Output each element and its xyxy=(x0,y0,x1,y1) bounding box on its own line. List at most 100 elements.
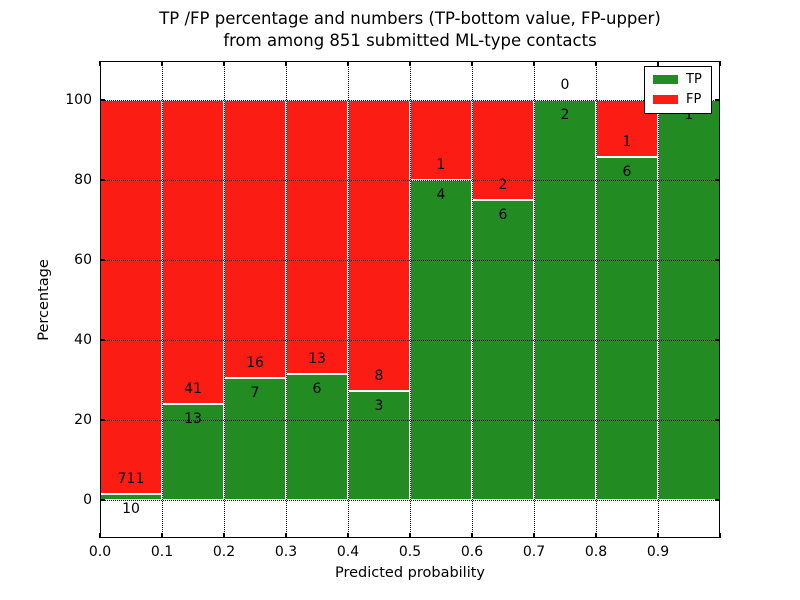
x-tick-top xyxy=(719,61,721,66)
gridline-vertical xyxy=(409,61,411,538)
x-tick-top xyxy=(161,61,163,66)
bar-value-label-fp: 0 xyxy=(560,77,570,93)
bar-segment-tp xyxy=(596,157,658,500)
bar-labels-layer: 711104113167136831426021601 xyxy=(100,61,720,538)
bar-value-label-tp: 3 xyxy=(374,397,384,414)
x-tick-bottom xyxy=(719,533,721,538)
bar-segment-fp xyxy=(162,100,224,404)
x-tick-bottom xyxy=(595,533,597,538)
bar-value-label-fp: 41 xyxy=(184,380,202,397)
bar-segment-fp xyxy=(100,100,162,495)
y-tick-left xyxy=(100,419,105,421)
x-tick-bottom xyxy=(161,533,163,538)
chart-title: TP /FP percentage and numbers (TP-bottom… xyxy=(20,8,800,52)
legend: TP FP xyxy=(644,66,712,114)
bar-value-label-tp: 10 xyxy=(122,501,140,518)
legend-swatch-fp-icon xyxy=(653,95,678,104)
bar-segment-fp xyxy=(348,100,410,391)
x-tick-bottom xyxy=(657,533,659,538)
x-tick-top xyxy=(347,61,349,66)
y-tick-right xyxy=(715,99,720,101)
bar-segment-tp xyxy=(286,373,348,500)
bar-segment-fp xyxy=(472,100,534,200)
y-tick-left xyxy=(100,99,105,101)
x-tick-label: 0.0 xyxy=(88,544,112,560)
x-tick-bottom xyxy=(533,533,535,538)
bar-segment-fp xyxy=(410,100,472,180)
y-tick-label: 60 xyxy=(74,252,92,268)
chart-title-line1: TP /FP percentage and numbers (TP-bottom… xyxy=(159,9,661,28)
legend-label-tp: TP xyxy=(686,72,702,87)
bar-segment-tp xyxy=(534,100,596,500)
gridline-vertical xyxy=(595,61,597,538)
bar-value-label-fp: 1 xyxy=(436,157,446,173)
bar-value-label-fp: 16 xyxy=(246,355,264,372)
y-tick-label: 100 xyxy=(65,92,92,108)
y-tick-label: 0 xyxy=(83,492,92,508)
x-tick-top xyxy=(223,61,225,66)
bar-value-label-tp: 6 xyxy=(622,164,632,181)
bar-value-label-fp: 1 xyxy=(622,134,632,151)
bar-segment-fp xyxy=(224,100,286,379)
y-tick-label: 20 xyxy=(74,412,92,428)
x-tick-label: 0.2 xyxy=(212,544,236,560)
x-tick-top xyxy=(471,61,473,66)
x-tick-bottom xyxy=(471,533,473,538)
x-tick-bottom xyxy=(99,533,101,538)
bar-value-label-fp: 2 xyxy=(498,177,508,193)
x-tick-label: 0.4 xyxy=(336,544,360,560)
y-axis-label: Percentage xyxy=(36,259,52,341)
gridline-vertical xyxy=(347,61,349,538)
bar-value-label-tp: 13 xyxy=(184,410,202,427)
x-tick-label: 0.3 xyxy=(274,544,298,560)
bar-segment-tp xyxy=(472,200,534,500)
x-tick-label: 0.7 xyxy=(522,544,546,560)
x-tick-label: 0.9 xyxy=(646,544,670,560)
x-axis-label: Predicted probability xyxy=(334,565,486,581)
chart-title-line2: from among 851 submitted ML-type contact… xyxy=(223,31,597,50)
bar-segment-tp xyxy=(658,100,720,500)
y-tick-label: 80 xyxy=(74,172,92,188)
gridline-vertical xyxy=(223,61,225,538)
bar-value-label-tp: 2 xyxy=(560,107,570,123)
legend-label-fp: FP xyxy=(686,92,702,107)
x-tick-top xyxy=(285,61,287,66)
bar-value-label-tp: 6 xyxy=(312,380,322,397)
x-tick-bottom xyxy=(223,533,225,538)
x-tick-top xyxy=(657,61,659,66)
bar-value-label-tp: 6 xyxy=(498,207,508,223)
y-tick-left xyxy=(100,339,105,341)
bar-value-label-tp: 1 xyxy=(684,107,694,123)
legend-item-tp: TP xyxy=(653,73,702,86)
y-tick-left xyxy=(100,179,105,181)
x-tick-top xyxy=(409,61,411,66)
legend-item-fp: FP xyxy=(653,93,702,106)
legend-swatch-tp-icon xyxy=(653,75,678,84)
bar-value-label-tp: 4 xyxy=(436,187,446,203)
y-tick-right xyxy=(715,259,720,261)
y-tick-right xyxy=(715,499,720,501)
y-tick-left xyxy=(100,259,105,261)
x-tick-bottom xyxy=(285,533,287,538)
gridline-vertical xyxy=(285,61,287,538)
gridline-vertical xyxy=(471,61,473,538)
x-tick-label: 0.5 xyxy=(398,544,422,560)
bar-value-label-fp: 711 xyxy=(117,471,145,488)
gridline-vertical xyxy=(657,61,659,538)
x-tick-bottom xyxy=(409,533,411,538)
x-tick-top xyxy=(595,61,597,66)
gridline-vertical xyxy=(533,61,535,538)
x-tick-label: 0.1 xyxy=(150,544,174,560)
x-tick-top xyxy=(99,61,101,66)
bar-segment-tp xyxy=(348,390,410,500)
bar-value-label-fp: 13 xyxy=(308,350,326,367)
bar-value-label-tp: 7 xyxy=(250,385,260,402)
y-tick-right xyxy=(715,179,720,181)
plot-area: 711104113167136831426021601 TP FP xyxy=(99,61,721,538)
y-tick-label: 40 xyxy=(74,332,92,348)
x-tick-label: 0.8 xyxy=(584,544,608,560)
y-tick-right xyxy=(715,419,720,421)
x-tick-label: 0.6 xyxy=(460,544,484,560)
x-tick-top xyxy=(533,61,535,66)
